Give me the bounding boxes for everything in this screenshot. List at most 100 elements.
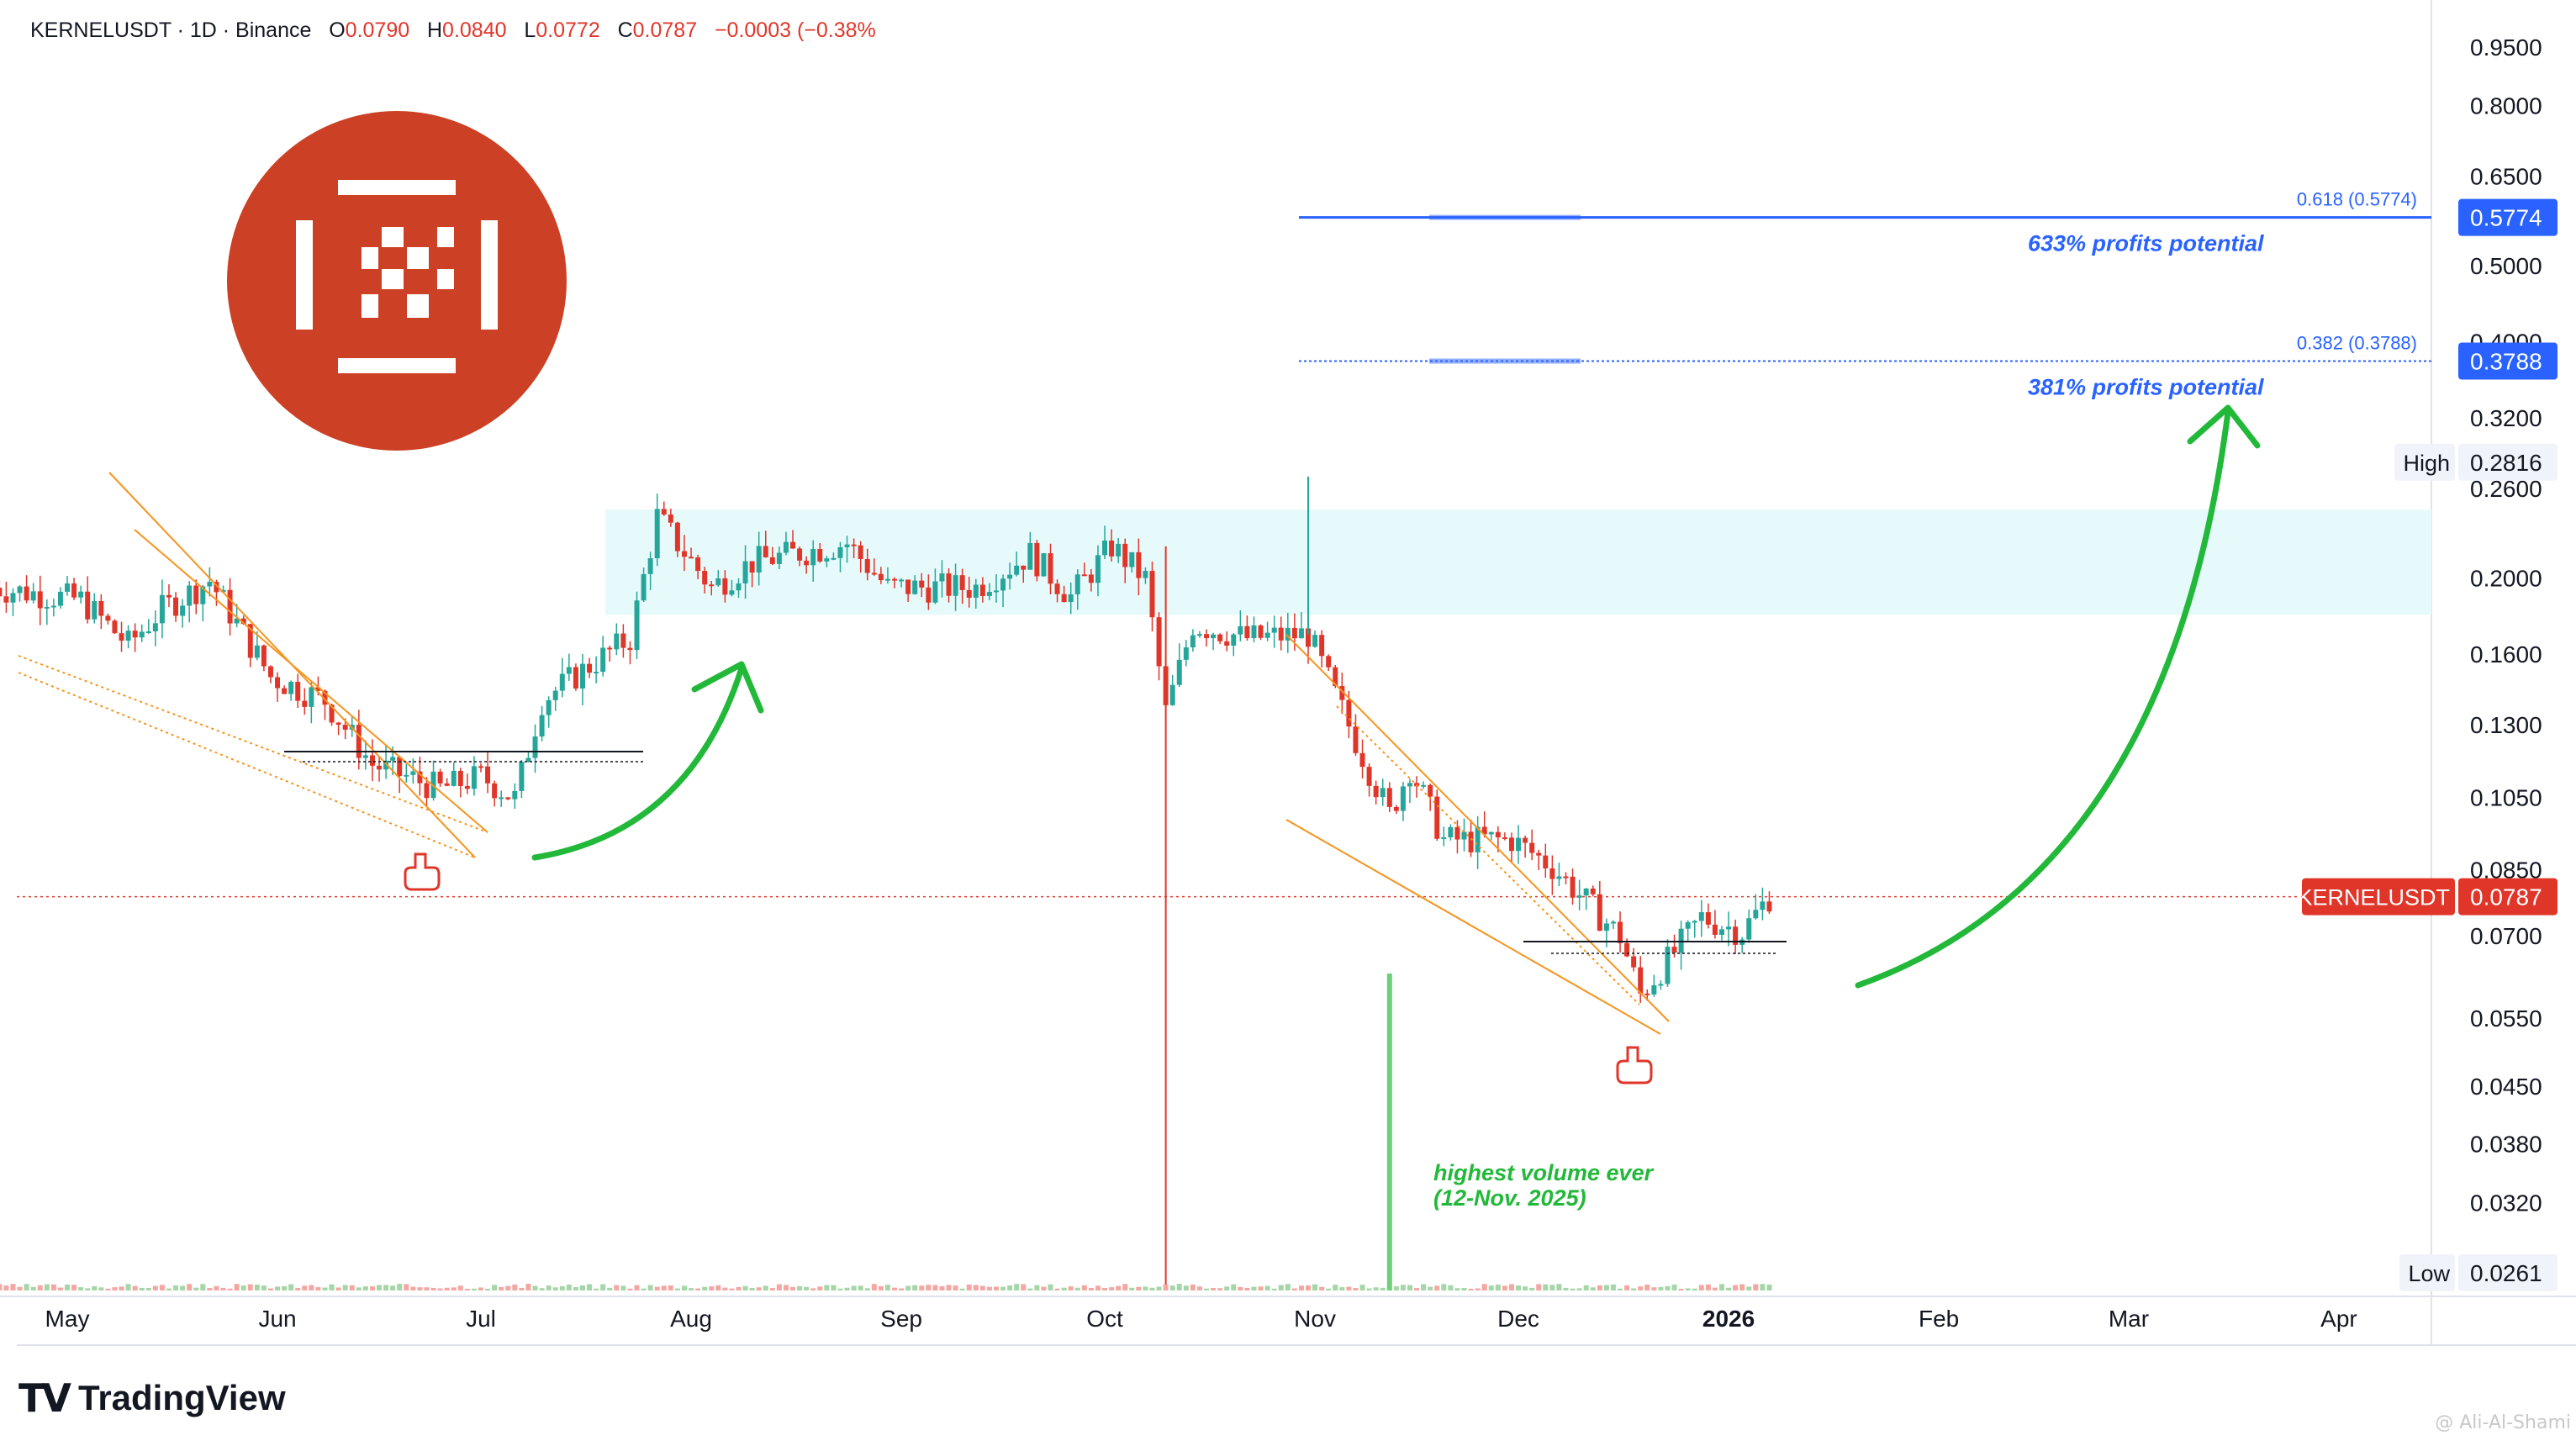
candle bbox=[620, 624, 626, 658]
volume-bar bbox=[464, 1288, 470, 1290]
volume-bar bbox=[1326, 1288, 1332, 1290]
candle-body bbox=[878, 573, 884, 581]
volume-bar bbox=[864, 1288, 870, 1290]
price-label-text: 0.2816 bbox=[2470, 450, 2542, 476]
candle-body bbox=[1448, 826, 1454, 838]
volume-bar bbox=[973, 1285, 979, 1290]
candle bbox=[1523, 835, 1528, 858]
candle bbox=[1563, 872, 1569, 884]
candle-body bbox=[912, 580, 918, 594]
candle-body bbox=[1102, 541, 1108, 556]
candle-body bbox=[220, 589, 226, 593]
candle-body bbox=[1054, 583, 1060, 594]
volume-bar bbox=[817, 1286, 823, 1290]
candle-body bbox=[939, 573, 945, 582]
candle bbox=[1034, 540, 1040, 582]
volume-bar bbox=[125, 1284, 131, 1290]
volume-bar bbox=[763, 1285, 768, 1290]
logo-mark bbox=[362, 247, 378, 269]
candle bbox=[112, 619, 118, 635]
candle-body bbox=[986, 592, 992, 596]
candle bbox=[919, 573, 925, 598]
time-tick: Sep bbox=[880, 1306, 922, 1332]
volume-bar bbox=[1461, 1287, 1467, 1290]
candle bbox=[783, 531, 789, 556]
candle-body bbox=[620, 633, 626, 648]
candle-body bbox=[749, 561, 755, 573]
volume-bar bbox=[282, 1285, 288, 1290]
candle bbox=[1726, 911, 1732, 947]
wedge-line bbox=[1285, 819, 1661, 1035]
volume-bar bbox=[309, 1285, 314, 1290]
candle bbox=[1366, 763, 1372, 797]
volume-bar bbox=[1516, 1285, 1522, 1290]
volume-bars bbox=[0, 974, 1772, 1290]
candle-body bbox=[275, 677, 281, 689]
candle bbox=[166, 583, 172, 608]
candle bbox=[92, 593, 98, 624]
candle bbox=[986, 583, 992, 600]
volume-bar bbox=[1536, 1284, 1542, 1290]
candle bbox=[1088, 568, 1094, 592]
volume-bar bbox=[1508, 1284, 1514, 1290]
volume-bar bbox=[1597, 1285, 1602, 1290]
candle-body bbox=[559, 673, 565, 691]
volume-bar bbox=[1000, 1286, 1006, 1290]
volume-bar bbox=[37, 1285, 43, 1290]
candle bbox=[884, 567, 890, 584]
candle-body bbox=[634, 600, 640, 651]
candle bbox=[579, 653, 585, 706]
candle bbox=[1068, 582, 1074, 615]
logo-mark bbox=[407, 247, 429, 269]
volume-bar bbox=[1211, 1288, 1217, 1290]
volume-bar bbox=[661, 1285, 667, 1290]
price-label-box bbox=[2458, 443, 2558, 481]
candle-body bbox=[1271, 627, 1277, 633]
candle bbox=[905, 579, 911, 602]
volume-bar bbox=[1238, 1286, 1243, 1290]
volume-bar bbox=[1306, 1285, 1311, 1290]
candle-body bbox=[159, 594, 165, 624]
fib-label: 0.382 (0.3788) bbox=[2297, 333, 2417, 354]
candle bbox=[1502, 832, 1507, 841]
volume-bar bbox=[573, 1287, 578, 1290]
candle-body bbox=[804, 560, 810, 566]
volume-bar bbox=[457, 1285, 463, 1290]
candle-body bbox=[1088, 574, 1094, 583]
candle bbox=[499, 790, 504, 807]
volume-bar bbox=[1109, 1287, 1115, 1290]
volume-bar bbox=[1285, 1284, 1291, 1290]
tradingview-brand[interactable]: TV TradingView bbox=[18, 1375, 286, 1421]
volume-bar bbox=[1407, 1285, 1412, 1290]
volume-bar bbox=[254, 1285, 260, 1290]
candle-body bbox=[1386, 788, 1392, 807]
volume-bar bbox=[926, 1285, 932, 1290]
candle bbox=[1007, 562, 1013, 590]
volume-bar-peak bbox=[1386, 974, 1392, 1290]
hand-shape bbox=[1616, 1046, 1653, 1084]
candle-body bbox=[1224, 641, 1230, 646]
candle bbox=[1570, 868, 1576, 905]
candle bbox=[57, 587, 63, 609]
candle bbox=[1441, 826, 1447, 847]
candle-body bbox=[1244, 625, 1250, 639]
price-tick: 0.0700 bbox=[2470, 923, 2542, 949]
candle-body bbox=[1428, 784, 1433, 797]
price-label-low: 0.0261 Low bbox=[2399, 1254, 2558, 1291]
candle bbox=[973, 578, 979, 609]
candle bbox=[993, 574, 999, 603]
candle bbox=[1407, 778, 1412, 804]
price-tick: 0.9500 bbox=[2470, 34, 2542, 61]
candle-body bbox=[404, 774, 409, 777]
candle-body bbox=[1169, 684, 1175, 705]
candle-body bbox=[180, 605, 186, 616]
volume-bar bbox=[1007, 1285, 1013, 1290]
candle bbox=[1217, 633, 1223, 645]
candle bbox=[668, 509, 673, 527]
candle bbox=[769, 546, 775, 566]
candle-body bbox=[410, 771, 416, 775]
candle bbox=[1766, 891, 1772, 914]
candle-body bbox=[1597, 894, 1602, 931]
candle bbox=[1481, 811, 1487, 838]
